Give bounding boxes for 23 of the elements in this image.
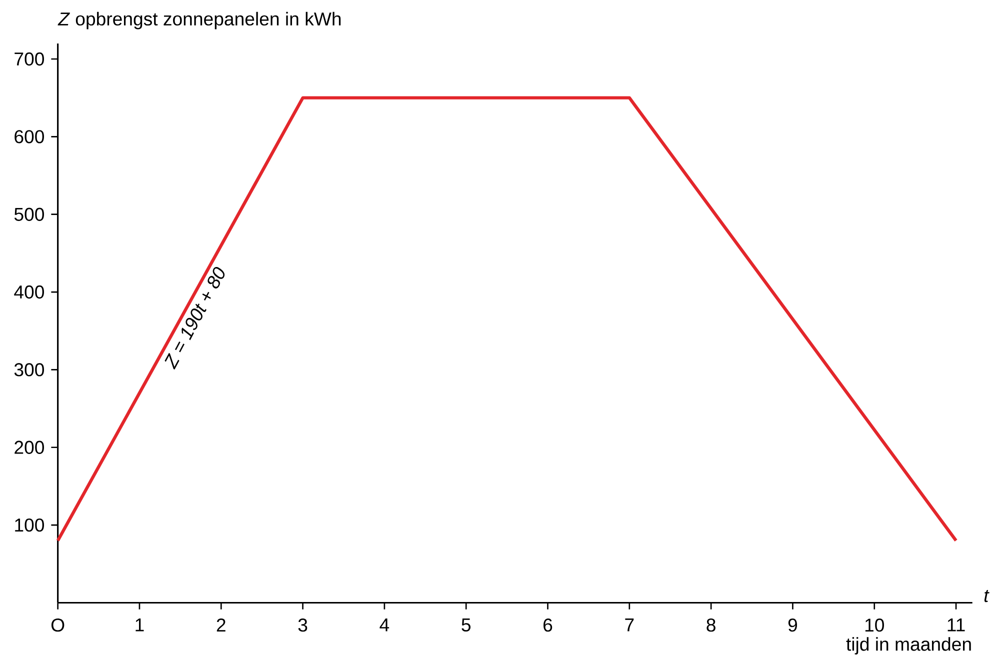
x-tick-label: 2	[216, 618, 226, 632]
y-tick-label: 500	[14, 208, 44, 221]
x-tick-label: 10	[865, 618, 884, 632]
annotation: Z = 190t + 80	[164, 267, 225, 370]
y-tick-label: 100	[15, 518, 44, 532]
y-tick-label: 600	[14, 130, 44, 144]
x-tick-label: 3	[298, 618, 308, 632]
x-tick-label: 9	[788, 618, 798, 632]
x-tick-label: O	[51, 618, 64, 632]
x-tick-label: 8	[706, 618, 716, 632]
x-axis-title: tijd in maanden	[846, 637, 971, 655]
x-tick-label: 5	[462, 618, 470, 632]
x-tick-label: 6	[544, 618, 552, 632]
y-tick-label: 700	[14, 52, 44, 66]
x-tick-label: 7	[625, 618, 634, 632]
x-tick-label: 1	[136, 618, 144, 632]
x-tick-label: 11	[948, 618, 965, 632]
y-axis-title: Z opbrengst zonnepanelen in kWh	[58, 12, 341, 30]
y-tick-label: 200	[14, 440, 44, 454]
y-tick-label: 400	[14, 285, 44, 299]
y-tick-label: 300	[14, 363, 44, 376]
x-tick-label: 4	[380, 618, 390, 632]
text: t	[984, 590, 990, 602]
